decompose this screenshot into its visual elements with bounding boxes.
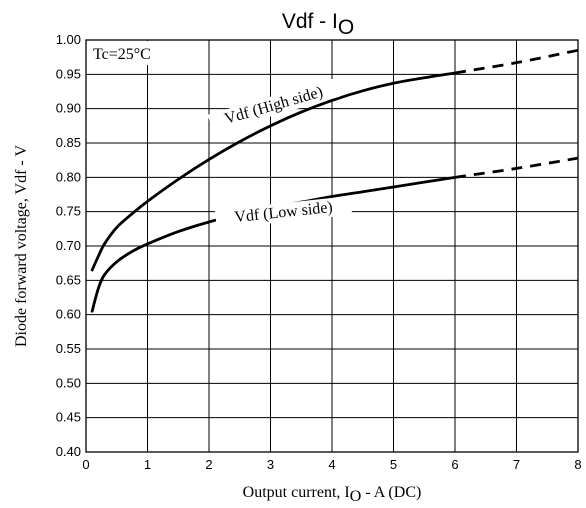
x-tick-label: 8 [574, 457, 581, 472]
x-axis-label: Output current, IO - A (DC) [243, 484, 422, 505]
x-tick-label: 1 [144, 457, 151, 472]
y-tick-labels: 0.40 0.45 0.50 0.55 0.60 0.65 0.70 0.75 0.80 0.85… [56, 32, 81, 459]
high-side-label: Vdf (High side) [223, 84, 325, 128]
x-tick-label: 2 [205, 457, 212, 472]
series-line-high-side [90, 71, 457, 272]
y-tick-label: 0.65 [56, 272, 81, 287]
x-tick-label: 7 [513, 457, 520, 472]
y-tick-label: 0.90 [56, 101, 81, 116]
condition-box-bg [87, 41, 177, 65]
y-axis-label: Diode forward voltage, Vdf - V [13, 145, 30, 347]
series-extrapolation-high-side [454, 48, 579, 75]
y-tick-label: 0.55 [56, 341, 81, 356]
y-tick-label: 0.40 [56, 444, 81, 459]
x-tick-label: 3 [267, 457, 274, 472]
x-tick-label: 0 [82, 457, 89, 472]
series-line-low-side [90, 175, 457, 313]
x-tick-label: 4 [328, 457, 335, 472]
y-tick-label: 0.50 [56, 375, 81, 390]
y-tick-label: 0.75 [56, 204, 81, 219]
series-extrapolation-low-side [454, 156, 579, 179]
y-tick-label: 0.45 [56, 410, 81, 425]
x-axis-label-pre: Output current, I [243, 484, 350, 501]
y-tick-label: 0.85 [56, 135, 81, 150]
chart-title-subscript: O [338, 16, 354, 39]
y-tick-label: 0.70 [56, 238, 81, 253]
x-tick-labels: 0 1 2 3 4 5 6 7 8 [82, 457, 581, 472]
y-tick-label: 0.80 [56, 169, 81, 184]
y-tick-label: 0.60 [56, 307, 81, 322]
x-tick-label: 6 [451, 457, 458, 472]
x-axis-label-post: - A (DC) [361, 484, 421, 501]
low-side-label-bg [214, 195, 353, 230]
chart-title: Vdf - IO [282, 10, 354, 39]
x-axis-label-subscript: O [350, 488, 362, 505]
high-side-label-bg [207, 78, 340, 133]
condition-label: Tc=25°C [93, 46, 151, 63]
x-tick-label: 5 [390, 457, 397, 472]
chart-title-main: Vdf - I [282, 10, 338, 33]
y-tick-label: 0.95 [56, 66, 81, 81]
y-tick-label: 1.00 [56, 32, 81, 47]
plot-frame [85, 39, 579, 453]
